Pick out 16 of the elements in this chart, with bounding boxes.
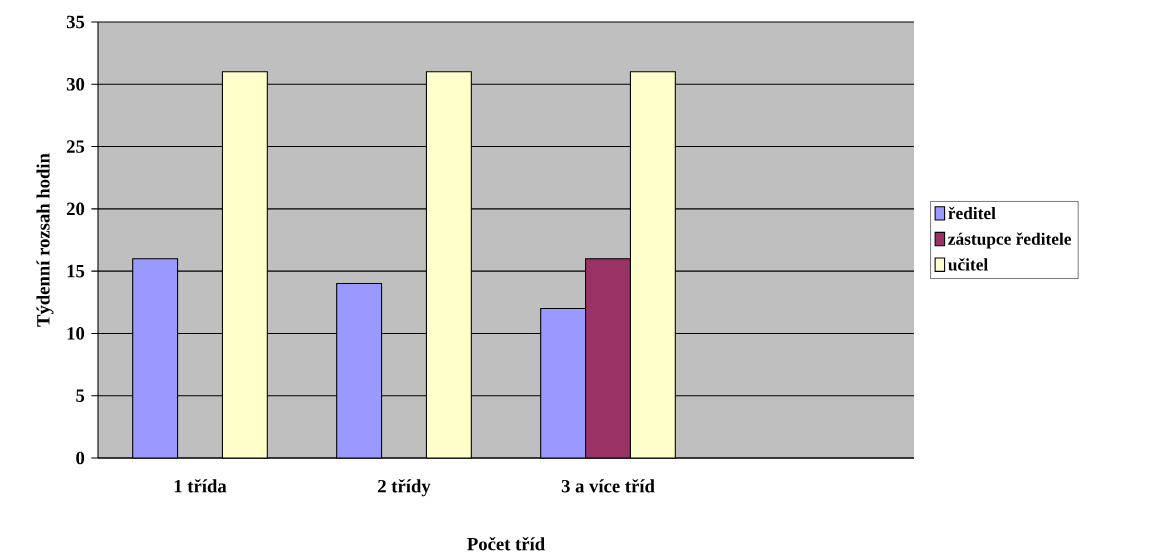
x-tick-label: 2 třídy <box>378 479 431 497</box>
y-tick-label: 20 <box>66 202 85 216</box>
y-tick-label: 25 <box>66 140 85 153</box>
legend-label: ředitel <box>948 206 996 220</box>
x-tick-label: 3 a více tříd <box>561 479 655 493</box>
x-tick-label: 1 třída <box>174 479 227 493</box>
y-tick-label: 5 <box>76 389 85 402</box>
y-tick-label: 35 <box>66 15 85 29</box>
y-tick-label: 15 <box>67 264 85 278</box>
y-tick-label: 10 <box>67 327 85 340</box>
y-tick-label: 30 <box>66 77 85 91</box>
legend-label: zástupce ředitele <box>948 232 1072 249</box>
y-axis-title: Týdenní rozsah hodin <box>36 153 54 327</box>
x-axis-title: Počet tříd <box>467 537 545 551</box>
legend-label: učitel <box>948 258 988 271</box>
y-tick-label: 0 <box>76 451 85 465</box>
